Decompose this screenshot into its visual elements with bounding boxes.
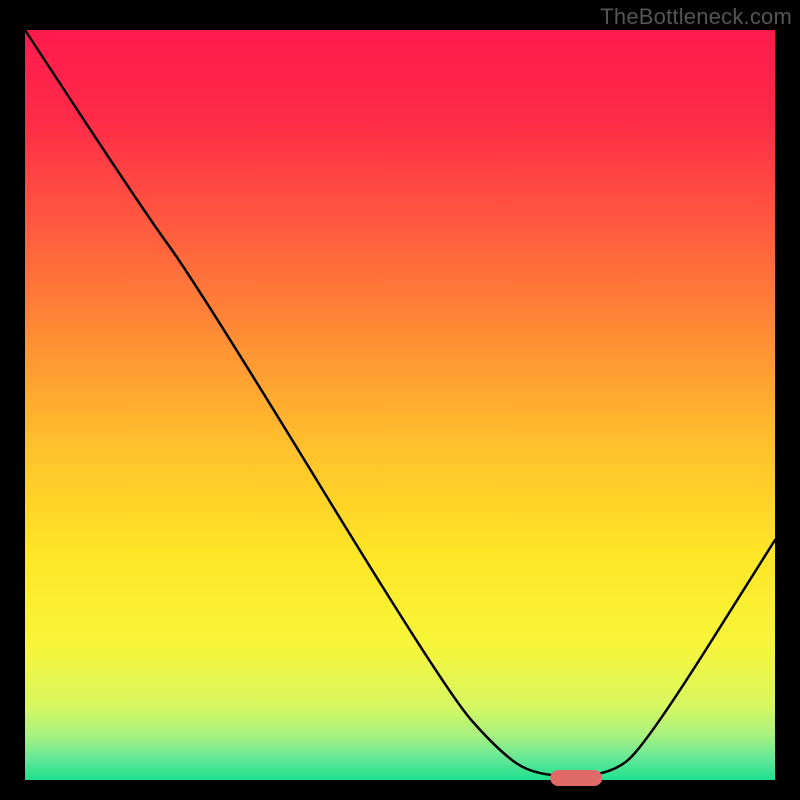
bottleneck-chart (0, 0, 800, 800)
watermark-text: TheBottleneck.com (600, 4, 792, 30)
optimal-marker (550, 770, 602, 786)
chart-container: TheBottleneck.com (0, 0, 800, 800)
plot-background (25, 30, 775, 780)
